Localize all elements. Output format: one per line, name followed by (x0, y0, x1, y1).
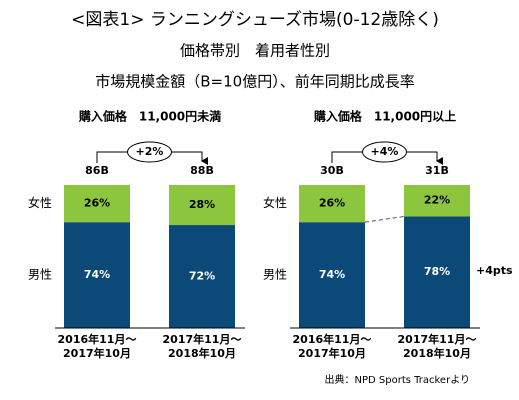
growth-connector (331, 151, 437, 163)
value-label: 74% (319, 268, 345, 281)
growth-label: +4% (371, 145, 399, 158)
growth-connector (96, 151, 202, 163)
x-tick-label: 2018年10月 (403, 346, 471, 360)
bar-segment (169, 225, 235, 328)
bar-segment (64, 185, 130, 223)
value-label: 28% (189, 198, 215, 211)
bar-segment (404, 185, 470, 217)
value-label: 22% (424, 194, 450, 207)
x-tick-label: 2017年11月～ (398, 332, 477, 346)
value-label: 78% (424, 265, 450, 278)
x-tick-label: 2017年10月 (63, 346, 131, 360)
total-label: 86B (85, 164, 109, 177)
connector-line (364, 215, 405, 223)
value-label: 26% (84, 197, 110, 210)
subtitle: 購入価格 11,000円未満 (78, 109, 221, 124)
bar-segment (64, 222, 130, 328)
total-label: 88B (190, 164, 214, 177)
value-label: 74% (84, 268, 110, 281)
annotation: +4pts (476, 264, 513, 277)
legend-label: 女性 (263, 195, 287, 210)
bar-segment (299, 185, 365, 223)
subtitle: 購入価格 11,000円以上 (313, 109, 456, 124)
value-label: 26% (319, 197, 345, 210)
bar-segment (299, 222, 365, 328)
title-line: <図表1> ランニングシューズ市場(0-12歳除く) (71, 10, 439, 30)
x-tick-label: 2017年11月～ (163, 332, 242, 346)
title-line: 市場規模金額（B=10億円）、前年同期比成長率 (95, 73, 414, 91)
legend-label: 女性 (28, 195, 52, 210)
x-tick-label: 2016年11月～ (293, 332, 372, 346)
legend-label: 男性 (28, 268, 52, 282)
total-label: 31B (425, 164, 449, 177)
growth-label: +2% (136, 145, 164, 158)
source: 出典：NPD Sports Trackerより (325, 373, 471, 386)
growth-oval (127, 141, 172, 163)
bar-segment (404, 216, 470, 328)
legend-label: 男性 (263, 268, 287, 282)
value-label: 72% (189, 270, 215, 283)
growth-oval (362, 141, 407, 163)
bar-segment (169, 185, 235, 226)
title-line: 価格帯別 着用者性別 (180, 42, 330, 60)
x-tick-label: 2017年10月 (298, 346, 366, 360)
total-label: 30B (320, 164, 344, 177)
x-tick-label: 2018年10月 (168, 346, 236, 360)
x-tick-label: 2016年11月～ (58, 332, 137, 346)
